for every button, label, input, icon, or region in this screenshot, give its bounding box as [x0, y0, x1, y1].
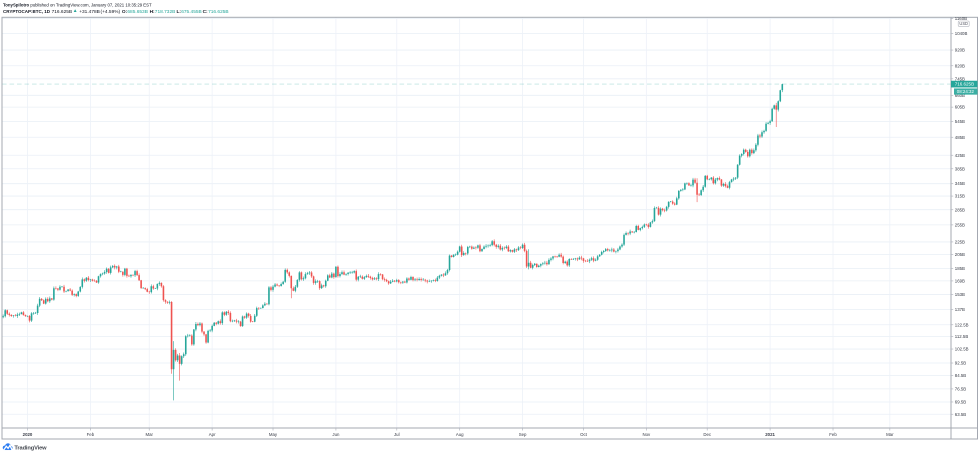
svg-text:112.5B: 112.5B: [955, 334, 969, 339]
svg-text:69.5B: 69.5B: [955, 400, 966, 405]
svg-text:122.5B: 122.5B: [955, 322, 969, 327]
svg-text:820B: 820B: [955, 63, 965, 68]
svg-text:675.455B: 675.455B: [181, 9, 202, 15]
svg-text:92.5B: 92.5B: [955, 361, 966, 366]
svg-text:(+4.59%): (+4.59%): [101, 9, 121, 15]
svg-text:485B: 485B: [955, 135, 965, 140]
svg-text:Aug: Aug: [456, 432, 464, 437]
svg-text:1040B: 1040B: [955, 31, 968, 36]
svg-text:TradingView: TradingView: [14, 445, 47, 451]
svg-text:CRYPTOCAP:BTC, 1D: CRYPTOCAP:BTC, 1D: [3, 9, 51, 14]
svg-text:08:24:32: 08:24:32: [957, 89, 975, 94]
svg-text:Feb: Feb: [87, 432, 95, 437]
svg-text:Nov: Nov: [642, 432, 651, 437]
svg-text:Mar: Mar: [886, 432, 894, 437]
svg-text:H:: H:: [150, 9, 155, 15]
svg-text:315B: 315B: [955, 194, 965, 199]
svg-text:Jul: Jul: [394, 432, 400, 437]
svg-text:May: May: [269, 432, 278, 437]
svg-text:Mar: Mar: [145, 432, 153, 437]
svg-text:L:: L:: [177, 9, 182, 15]
svg-text:2021: 2021: [765, 432, 775, 437]
svg-text:685.653B: 685.653B: [127, 9, 148, 15]
svg-text:660B: 660B: [955, 93, 965, 98]
svg-text:425B: 425B: [955, 153, 965, 158]
svg-text:Feb: Feb: [829, 432, 837, 437]
svg-text:Apr: Apr: [209, 432, 216, 437]
svg-text:545B: 545B: [955, 119, 965, 124]
svg-text:+31.478B: +31.478B: [79, 9, 100, 15]
svg-text:745B: 745B: [955, 76, 965, 81]
svg-text:605B: 605B: [955, 105, 965, 110]
svg-text:169B: 169B: [955, 278, 965, 283]
svg-text:2020: 2020: [23, 432, 33, 437]
svg-text:102.5B: 102.5B: [955, 347, 969, 352]
svg-text:Oct: Oct: [580, 432, 588, 437]
svg-text:716.625B: 716.625B: [208, 9, 229, 15]
svg-text:137B: 137B: [955, 307, 965, 312]
svg-text:63.5B: 63.5B: [955, 412, 966, 417]
svg-text:USD: USD: [959, 21, 968, 26]
svg-text:225B: 225B: [955, 239, 965, 244]
svg-text:716.625B: 716.625B: [955, 82, 974, 87]
svg-text:153B: 153B: [955, 292, 965, 297]
svg-text:Sep: Sep: [519, 432, 527, 437]
svg-text:84.5B: 84.5B: [955, 373, 966, 378]
svg-text:345B: 345B: [955, 181, 965, 186]
svg-text:Jun: Jun: [332, 432, 340, 437]
svg-text:255B: 255B: [955, 222, 965, 227]
svg-text:716.625B: 716.625B: [52, 9, 73, 15]
svg-text:718.732B: 718.732B: [155, 9, 176, 15]
svg-text:185B: 185B: [955, 266, 965, 271]
svg-text:205B: 205B: [955, 252, 965, 257]
svg-text:76.5B: 76.5B: [955, 386, 966, 391]
svg-text:1160B: 1160B: [955, 16, 967, 21]
svg-text:TonySpilotro published on Trad: TonySpilotro published on TradingView.co…: [3, 2, 152, 7]
svg-text:C:: C:: [203, 9, 208, 15]
svg-text:385B: 385B: [955, 166, 965, 171]
svg-text:920B: 920B: [955, 48, 965, 53]
svg-text:Dec: Dec: [703, 432, 712, 437]
svg-text:O:: O:: [122, 9, 128, 15]
svg-text:285B: 285B: [955, 207, 965, 212]
